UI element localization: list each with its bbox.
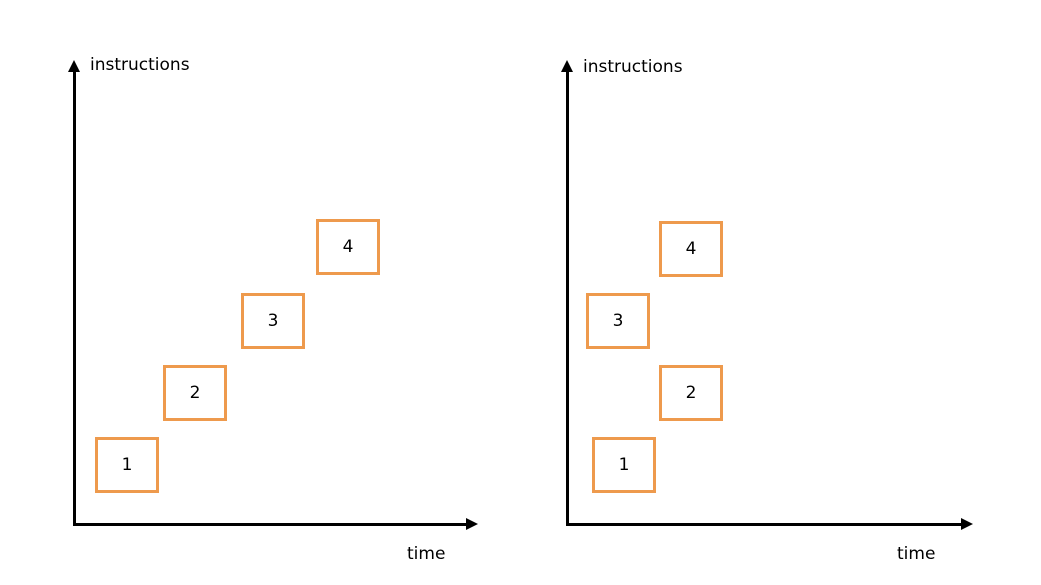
instruction-box-3: 3 [586, 293, 650, 349]
left-diagram: instructions time 1 2 3 4 [0, 0, 520, 585]
y-axis-arrowhead [68, 60, 80, 72]
x-axis [73, 523, 469, 526]
instruction-box-2: 2 [163, 365, 227, 421]
x-axis-arrowhead [961, 518, 973, 530]
y-axis-label: instructions [90, 55, 190, 75]
instruction-box-4: 4 [316, 219, 380, 275]
right-diagram: instructions time 1 2 3 4 [493, 0, 1013, 585]
instruction-box-2: 2 [659, 365, 723, 421]
instruction-box-3: 3 [241, 293, 305, 349]
instruction-box-1: 1 [592, 437, 656, 493]
instruction-box-1: 1 [95, 437, 159, 493]
x-axis-label: time [897, 544, 936, 564]
x-axis-label: time [407, 544, 446, 564]
y-axis-arrowhead [561, 60, 573, 72]
x-axis [566, 523, 964, 526]
x-axis-arrowhead [466, 518, 478, 530]
instruction-box-4: 4 [659, 221, 723, 277]
y-axis [73, 68, 76, 526]
y-axis-label: instructions [583, 57, 683, 77]
y-axis [566, 68, 569, 526]
